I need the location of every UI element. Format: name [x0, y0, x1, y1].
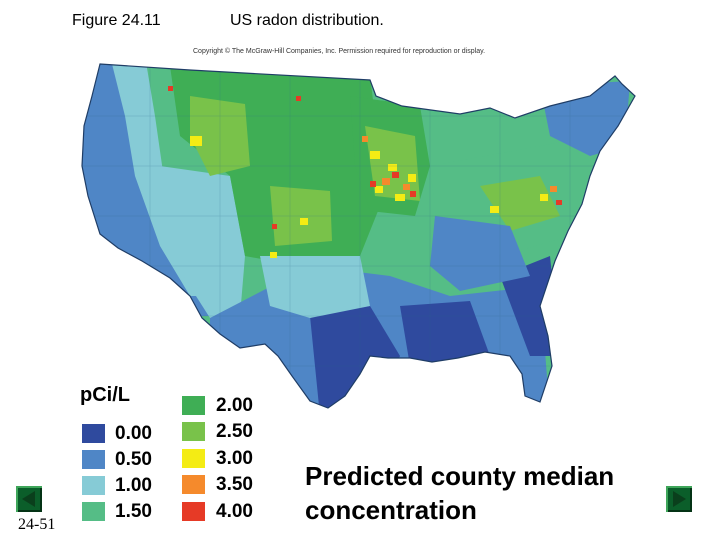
map-caption-line1: Predicted county median	[305, 461, 615, 491]
legend-label-8: 4.00	[216, 501, 253, 522]
legend-swatch-2	[82, 476, 105, 495]
legend-swatch-1	[82, 450, 105, 469]
us-radon-map	[81, 63, 636, 409]
next-slide-button[interactable]	[666, 486, 692, 512]
legend-swatch-6	[182, 449, 205, 468]
map-caption-line2: concentration	[305, 495, 477, 525]
figure-caption: US radon distribution.	[230, 12, 384, 29]
figure-label: Figure 24.11	[72, 12, 161, 29]
legend-label-2: 1.00	[115, 475, 152, 496]
legend-swatch-0	[82, 424, 105, 443]
copyright-notice: Copyright © The McGraw-Hill Companies, I…	[193, 48, 486, 55]
triangle-right-icon	[673, 491, 686, 507]
legend-unit: pCi/L	[80, 384, 130, 406]
legend-label-3: 1.50	[115, 501, 152, 522]
legend-label-4: 2.00	[216, 395, 253, 416]
legend-label-0: 0.00	[115, 423, 152, 444]
triangle-left-icon	[22, 491, 35, 507]
legend-label-6: 3.00	[216, 448, 253, 469]
slide-number: 24-51	[18, 516, 56, 533]
legend-swatch-4	[182, 396, 205, 415]
legend-label-5: 2.50	[216, 421, 253, 442]
legend-label-7: 3.50	[216, 474, 253, 495]
legend-swatch-8	[182, 502, 205, 521]
legend-swatch-3	[82, 502, 105, 521]
legend-label-1: 0.50	[115, 449, 152, 470]
legend-swatch-7	[182, 475, 205, 494]
legend-swatch-5	[182, 422, 205, 441]
prev-slide-button[interactable]	[16, 486, 42, 512]
